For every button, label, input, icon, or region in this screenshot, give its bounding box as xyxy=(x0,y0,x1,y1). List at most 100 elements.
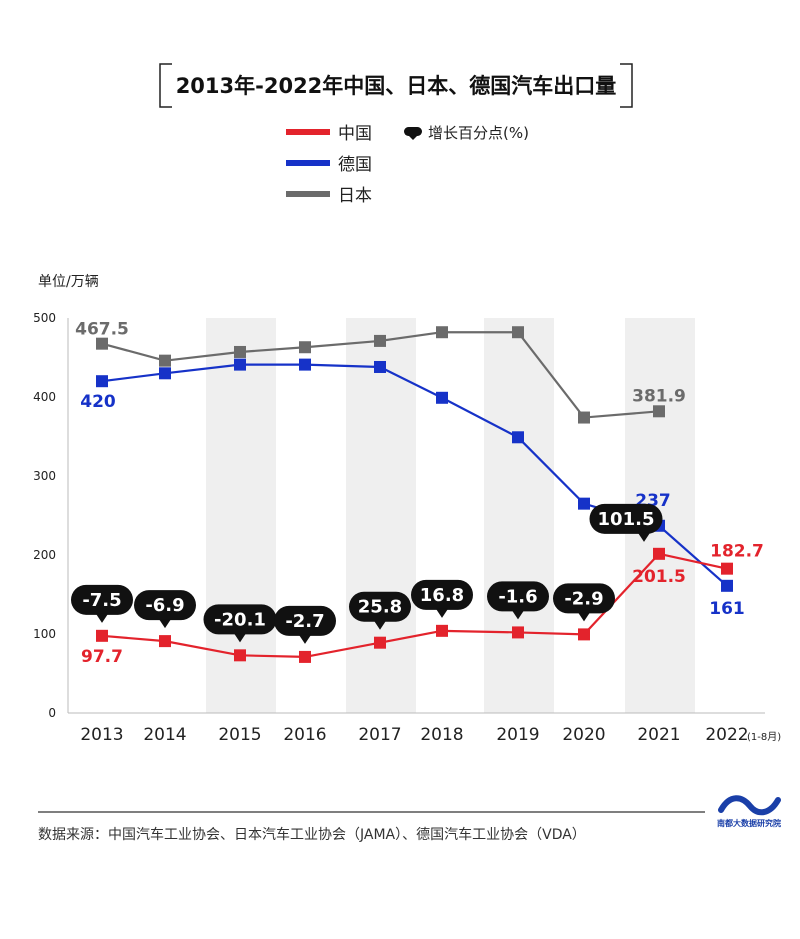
marker-china xyxy=(299,650,311,663)
x-tick-label: 2015 xyxy=(218,725,261,745)
band-2017 xyxy=(346,318,416,713)
marker-germany xyxy=(159,367,171,380)
y-axis-ticks: 0 100 200 300 400 500 xyxy=(33,311,56,720)
marker-germany xyxy=(234,358,246,371)
x-tick-label: 2016 xyxy=(283,725,326,745)
marker-china xyxy=(512,626,524,639)
growth-bubble-pointer xyxy=(512,610,524,620)
marker-china xyxy=(234,649,246,662)
legend-item-germany: 德国 xyxy=(286,155,372,175)
growth-bubble-pointer xyxy=(96,613,108,623)
marker-china xyxy=(653,547,665,560)
marker-japan xyxy=(374,334,386,347)
marker-china xyxy=(721,562,733,575)
x-tick-label: 2018 xyxy=(420,725,463,745)
growth-bubble-shape xyxy=(274,605,336,636)
y-tick-label: 200 xyxy=(33,548,56,562)
marker-germany xyxy=(578,497,590,510)
legend-label-japan: 日本 xyxy=(338,186,372,206)
wave-logo-icon xyxy=(718,795,781,816)
growth-label: 101.5 xyxy=(598,509,655,530)
legend-item-growth: 增长百分点(%) xyxy=(404,124,529,142)
growth-label: -20.1 xyxy=(214,609,266,630)
growth-bubble-shape xyxy=(487,581,549,612)
marker-china xyxy=(578,628,590,641)
x-tick-label: 2017 xyxy=(358,725,401,745)
growth-bubble: -7.5 xyxy=(71,584,133,623)
growth-bubble: -1.6 xyxy=(487,581,549,620)
growth-bubble-pointer xyxy=(159,619,171,629)
legend-swatch-japan xyxy=(286,191,330,197)
growth-bubble-shape xyxy=(553,583,615,614)
y-tick-label: 300 xyxy=(33,469,56,483)
growth-bubble: 16.8 xyxy=(411,579,473,618)
marker-japan xyxy=(512,326,524,339)
growth-bubble: -2.7 xyxy=(274,605,336,644)
legend-swatch-china xyxy=(286,129,330,135)
data-label-japan: 467.5 xyxy=(75,320,129,340)
marker-japan xyxy=(159,354,171,367)
growth-label: -1.6 xyxy=(498,586,537,607)
y-tick-label: 400 xyxy=(33,390,56,404)
growth-bubble: -20.1 xyxy=(203,604,277,643)
x-tick-label: 2014 xyxy=(143,725,186,745)
marker-china xyxy=(374,636,386,649)
series-markers xyxy=(96,326,733,663)
marker-japan xyxy=(578,411,590,424)
growth-bubble: -2.9 xyxy=(553,583,615,622)
y-tick-label: 0 xyxy=(48,706,56,720)
marker-germany xyxy=(299,358,311,371)
x-tick-label: 2020 xyxy=(562,725,605,745)
speech-bubble-icon xyxy=(404,127,422,140)
growth-bubble-shape xyxy=(349,591,411,622)
growth-bubble-pointer xyxy=(578,612,590,622)
growth-label: -6.9 xyxy=(145,595,184,616)
marker-germany xyxy=(436,391,448,404)
marker-japan xyxy=(299,341,311,354)
chart-title: 2013年-2022年中国、日本、德国汽车出口量 xyxy=(176,74,617,98)
growth-bubble-pointer xyxy=(638,532,650,542)
legend-label-germany: 德国 xyxy=(338,155,372,175)
x-tick-label: 2013 xyxy=(80,725,123,745)
data-label-china: 97.7 xyxy=(81,647,123,667)
growth-bubble-pointer xyxy=(234,633,246,643)
growth-label: 25.8 xyxy=(358,597,402,618)
growth-bubble: -6.9 xyxy=(134,590,196,629)
growth-label: -2.7 xyxy=(285,611,324,632)
growth-bubble-shape xyxy=(411,579,473,610)
x-tick-label: 2019 xyxy=(496,725,539,745)
data-label-germany: 420 xyxy=(80,392,116,412)
growth-bubble-pointer xyxy=(436,608,448,618)
legend: 中国 德国 日本 增长百分点(%) xyxy=(286,124,529,206)
source-note: 数据来源：中国汽车工业协会、日本汽车工业协会（JAMA）、德国汽车工业协会（VD… xyxy=(38,826,586,843)
logo: 南都大数据研究院 xyxy=(717,795,781,828)
growth-label: 16.8 xyxy=(420,585,464,606)
x-tick-label: 2021 xyxy=(637,725,680,745)
y-axis-unit-label: 单位/万辆 xyxy=(38,274,99,290)
marker-japan xyxy=(436,326,448,339)
marker-japan xyxy=(653,405,665,418)
growth-bubble-shape xyxy=(203,604,277,635)
data-label-japan: 381.9 xyxy=(632,386,686,406)
logo-text: 南都大数据研究院 xyxy=(717,818,781,828)
data-label-germany: 161 xyxy=(709,599,745,619)
marker-japan xyxy=(96,337,108,350)
y-tick-label: 100 xyxy=(33,627,56,641)
marker-japan xyxy=(234,345,246,358)
growth-label: -7.5 xyxy=(82,590,121,611)
marker-germany xyxy=(721,579,733,592)
growth-bubble: 101.5 xyxy=(589,503,663,542)
growth-bubble-shape xyxy=(134,590,196,621)
legend-item-japan: 日本 xyxy=(286,186,372,206)
marker-china xyxy=(436,624,448,637)
growth-bubbles: -7.5 -6.9 -20.1 -2.7 25.8 16.8 -1.6 -2.9 101.5 xyxy=(71,503,663,644)
title-frame xyxy=(159,63,633,108)
band-2019 xyxy=(484,318,554,713)
legend-label-china: 中国 xyxy=(338,124,372,144)
growth-bubble-pointer xyxy=(299,634,311,644)
growth-bubble-shape xyxy=(71,584,133,615)
legend-item-china: 中国 xyxy=(286,124,372,144)
